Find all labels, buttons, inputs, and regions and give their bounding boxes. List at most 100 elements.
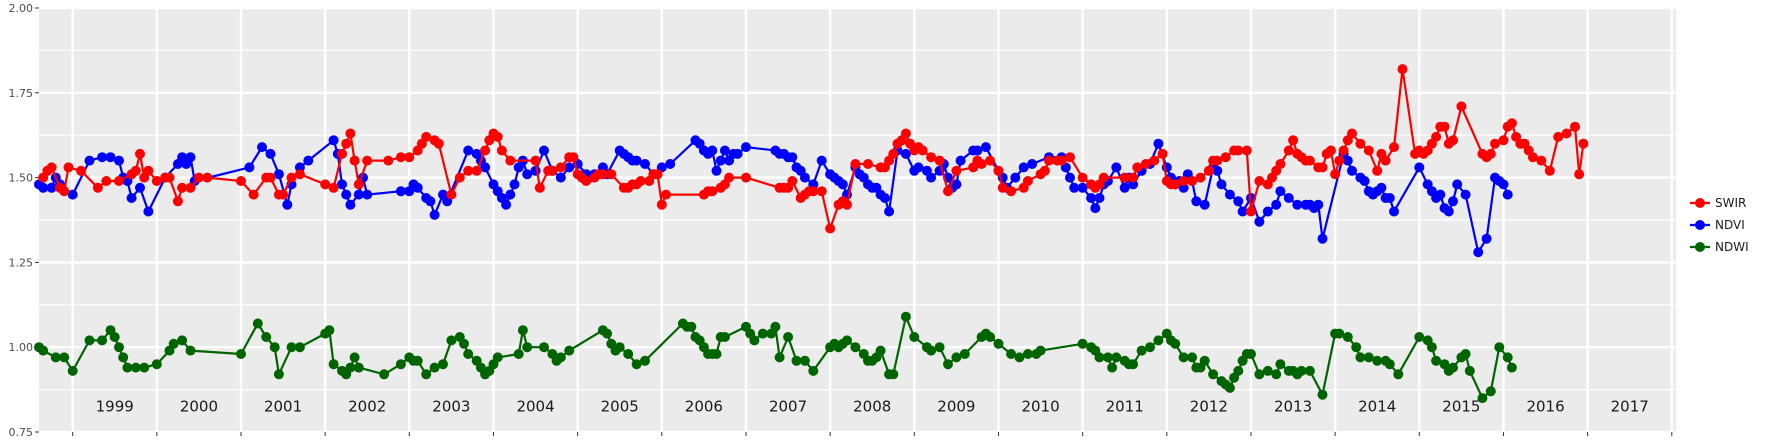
data-point-swir bbox=[652, 169, 663, 180]
data-point-ndwi bbox=[564, 345, 575, 356]
data-point-ndvi bbox=[429, 209, 440, 220]
data-point-swir bbox=[480, 145, 491, 156]
data-point-ndwi bbox=[459, 338, 469, 349]
data-point-ndwi bbox=[719, 332, 730, 342]
data-point-swir bbox=[1431, 131, 1442, 142]
data-point-ndvi bbox=[1473, 247, 1484, 258]
data-point-ndwi bbox=[463, 349, 474, 359]
data-point-ndvi bbox=[425, 196, 436, 207]
year-label: 2003 bbox=[432, 398, 470, 416]
data-point-ndwi bbox=[84, 335, 95, 346]
data-point-swir bbox=[1283, 145, 1294, 156]
data-point-swir bbox=[101, 176, 112, 186]
data-point-ndvi bbox=[555, 172, 566, 183]
data-point-swir bbox=[997, 182, 1008, 193]
data-point-ndvi bbox=[97, 152, 108, 163]
data-point-ndwi bbox=[328, 359, 339, 370]
data-point-swir bbox=[1119, 172, 1130, 183]
data-point-ndwi bbox=[640, 355, 650, 366]
data-point-ndvi bbox=[257, 142, 267, 153]
data-point-ndvi bbox=[1384, 193, 1395, 203]
data-point-swir bbox=[741, 172, 751, 183]
data-point-ndvi bbox=[1212, 165, 1223, 176]
data-point-ndwi bbox=[252, 318, 263, 329]
data-point-swir bbox=[130, 165, 141, 176]
data-point-swir bbox=[900, 128, 911, 139]
data-point-ndwi bbox=[177, 335, 188, 346]
data-point-ndwi bbox=[1317, 389, 1328, 400]
data-point-ndvi bbox=[1069, 182, 1080, 193]
data-point-ndvi bbox=[879, 193, 890, 203]
y-axis: 0.75 1.00 1.25 1.50 1.75 2.00 bbox=[9, 2, 39, 439]
data-point-ndwi bbox=[1506, 362, 1517, 373]
data-point-swir bbox=[362, 155, 373, 166]
data-point-swir bbox=[278, 189, 289, 200]
data-point-ndvi bbox=[1292, 199, 1303, 210]
data-point-swir bbox=[1498, 135, 1509, 146]
data-point-ndwi bbox=[1393, 369, 1404, 380]
data-point-ndwi bbox=[1271, 369, 1282, 380]
y-tick-label: 2.00 bbox=[9, 2, 34, 15]
data-point-swir bbox=[1203, 165, 1214, 176]
data-point-swir bbox=[808, 186, 819, 197]
data-point-ndvi bbox=[114, 155, 124, 166]
data-point-ndwi bbox=[1178, 352, 1189, 363]
year-label: 2009 bbox=[937, 398, 975, 416]
data-point-ndvi bbox=[1448, 196, 1458, 207]
data-point-ndvi bbox=[1086, 193, 1097, 203]
data-point-ndwi bbox=[875, 345, 886, 356]
data-point-ndvi bbox=[1342, 155, 1353, 166]
data-point-ndvi bbox=[1094, 193, 1105, 203]
data-point-swir bbox=[328, 182, 339, 193]
data-point-swir bbox=[463, 165, 474, 176]
data-point-ndvi bbox=[522, 169, 533, 180]
data-point-ndvi bbox=[837, 179, 848, 190]
data-point-ndvi bbox=[303, 155, 314, 166]
data-point-ndvi bbox=[1452, 179, 1463, 190]
data-point-swir bbox=[1574, 169, 1585, 180]
data-point-swir bbox=[193, 172, 204, 183]
data-point-ndwi bbox=[1224, 382, 1235, 393]
data-point-ndvi bbox=[640, 159, 650, 169]
data-point-swir bbox=[349, 155, 360, 166]
data-point-swir bbox=[1553, 131, 1564, 142]
grid-lines bbox=[39, 6, 1676, 434]
data-point-swir bbox=[985, 155, 996, 166]
legend-label-swir: SWIR bbox=[1715, 196, 1746, 210]
data-point-ndwi bbox=[1262, 365, 1273, 376]
data-point-swir bbox=[1254, 176, 1265, 186]
data-point-swir bbox=[1330, 169, 1341, 180]
data-point-ndvi bbox=[787, 152, 798, 163]
data-point-ndvi bbox=[1233, 196, 1244, 207]
data-point-ndwi bbox=[1502, 352, 1513, 363]
data-point-ndvi bbox=[732, 148, 743, 159]
data-point-ndvi bbox=[539, 145, 549, 156]
data-point-ndwi bbox=[1170, 338, 1181, 349]
data-point-ndvi bbox=[799, 172, 810, 183]
data-point-ndwi bbox=[539, 342, 549, 353]
data-point-ndwi bbox=[926, 345, 937, 356]
data-point-ndwi bbox=[1485, 386, 1496, 397]
data-point-swir bbox=[320, 179, 331, 190]
data-point-ndvi bbox=[353, 189, 364, 200]
data-point-ndwi bbox=[850, 342, 861, 353]
data-point-swir bbox=[1149, 155, 1160, 166]
data-point-ndvi bbox=[509, 179, 520, 190]
data-point-swir bbox=[202, 172, 213, 183]
data-point-ndvi bbox=[505, 189, 516, 200]
data-point-swir bbox=[1039, 165, 1050, 176]
data-point-ndwi bbox=[1107, 362, 1118, 373]
data-point-ndvi bbox=[143, 206, 154, 217]
data-point-ndvi bbox=[412, 182, 423, 193]
data-point-swir bbox=[850, 159, 861, 169]
data-point-ndwi bbox=[1460, 349, 1471, 359]
data-point-ndwi bbox=[808, 365, 819, 376]
data-point-ndwi bbox=[1246, 349, 1256, 359]
data-point-ndwi bbox=[888, 369, 899, 380]
y-tick-label: 0.75 bbox=[9, 426, 34, 439]
data-point-swir bbox=[294, 169, 305, 180]
data-point-ndvi bbox=[1077, 182, 1088, 193]
data-point-ndvi bbox=[1065, 172, 1075, 183]
data-point-ndwi bbox=[1494, 342, 1505, 353]
year-label: 2006 bbox=[685, 398, 723, 416]
